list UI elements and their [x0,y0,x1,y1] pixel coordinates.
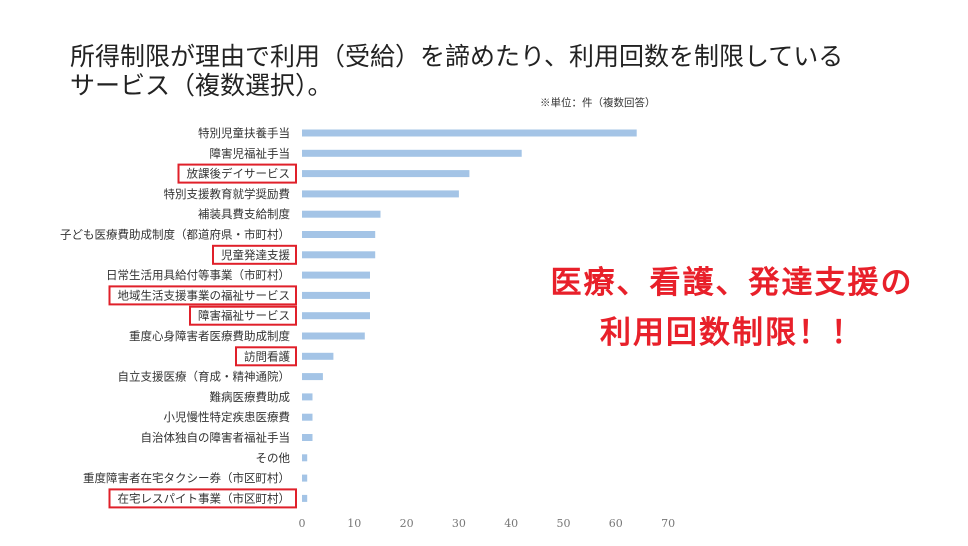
bar [302,434,313,441]
bar [302,210,381,218]
highlight-box [189,305,297,326]
category-label: 補装具費支給制度 [198,207,290,221]
bar [302,149,522,157]
chart-title-line-2: サービス（複数選択）。 [70,71,333,100]
highlight-box [235,346,297,367]
x-tick-label: 20 [400,517,414,530]
chart-title: 所得制限が理由で利用（受給）を諦めたり、利用回数を制限している サービス（複数選… [70,42,843,100]
x-tick-label: 30 [452,517,466,530]
category-label: 小児慢性特定疾患医療費 [164,410,291,424]
chart-title-line-1: 所得制限が理由で利用（受給）を諦めたり、利用回数を制限している [70,42,844,71]
bar [302,454,308,462]
category-label: 重度障害者在宅タクシー券（市区町村） [83,471,290,485]
highlight-box [108,488,297,509]
bar [302,474,308,482]
bar [302,190,459,198]
category-label: 障害福祉サービス [198,309,290,323]
x-tick-label: 40 [504,517,518,530]
category-label: 子ども医療費助成制度（都道府県・市町村） [60,228,290,242]
bar [302,393,313,401]
bar [302,129,637,137]
x-tick-label: 60 [609,517,623,530]
category-label: 地域生活支援事業の福祉サービス [118,288,291,302]
category-label: 障害児福祉手当 [210,146,291,160]
bar [302,231,376,238]
category-label: 難病医療費助成 [210,390,291,404]
category-label: 在宅レスパイト事業（市区町村） [118,491,291,505]
category-label: 特別支援教育就学奨励費 [164,187,291,201]
category-label: 訪問看護 [244,349,290,363]
category-label: 児童発達支援 [221,248,290,262]
category-label: 日常生活用具給付等事業（市町村） [106,268,290,282]
category-label: その他 [256,451,291,465]
x-tick-label: 70 [661,517,675,530]
bar [302,291,370,299]
bar [302,251,376,259]
bar [302,170,470,178]
category-label: 放課後デイサービス [187,167,291,181]
bar [302,373,323,381]
callout-line-2: 利用回数制限！！ [600,315,864,351]
highlight-box [108,285,297,306]
highlight-box [177,163,297,184]
bar [302,413,313,421]
category-label: 重度心身障害者医療費助成制度 [129,329,290,343]
bar [302,352,334,360]
category-label: 特別児童扶養手当 [198,126,290,140]
callout-line-1: 医療、看護、発達支援の [550,265,914,301]
x-tick-label: 10 [347,517,361,530]
unit-note: ※単位：件（複数回答） [540,97,656,109]
callout-text: 医療、看護、発達支援の 利用回数制限！！ [512,258,952,358]
bar [302,271,370,279]
highlight-box [212,244,297,265]
bar [302,312,370,320]
category-label: 自立支援医療（育成・精神通院） [118,370,291,384]
bar [302,332,365,340]
category-label: 自治体独自の障害者福祉手当 [141,431,291,445]
x-tick-label: 50 [557,517,571,530]
bar [302,494,308,502]
x-tick-label: 0 [299,517,306,530]
